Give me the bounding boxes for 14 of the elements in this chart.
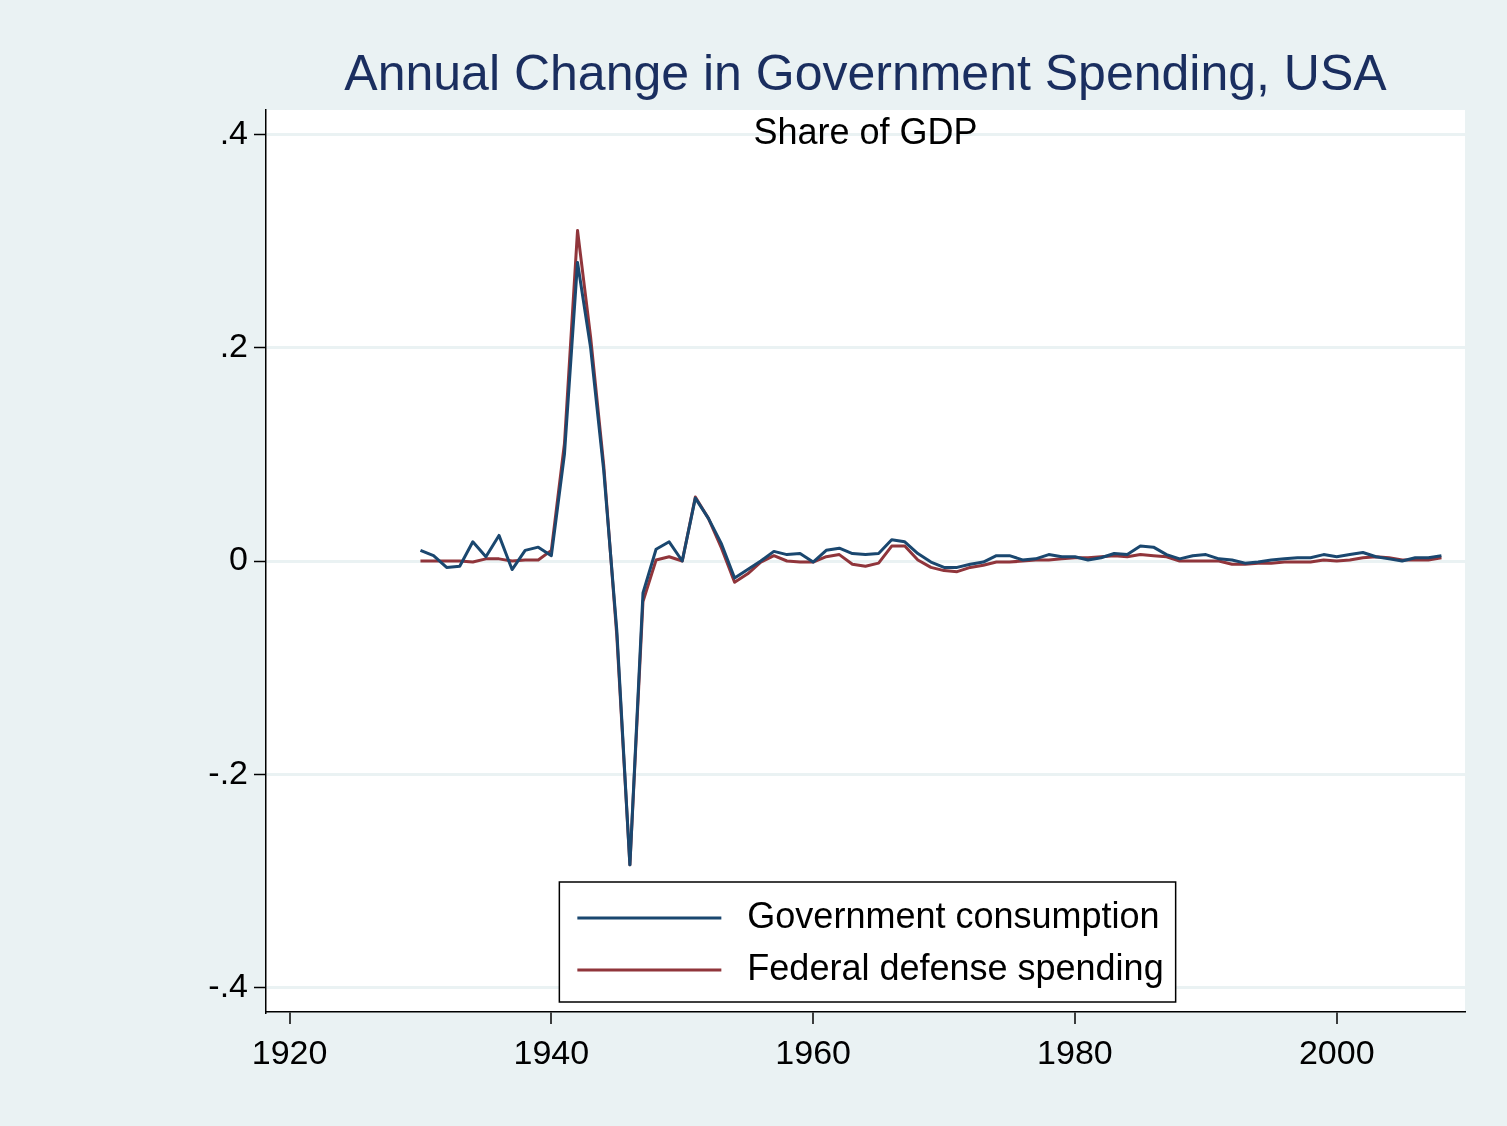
chart-title: Annual Change in Government Spending, USA	[344, 45, 1388, 101]
x-tick-label: 1940	[513, 1032, 590, 1071]
x-tick-label: 1960	[775, 1032, 851, 1071]
y-tick-label: .4	[219, 112, 248, 151]
chart-subtitle: Share of GDP	[753, 110, 978, 152]
x-tick-label: 1980	[1037, 1032, 1113, 1071]
y-tick-label: .2	[219, 326, 248, 365]
y-tick-label: -.2	[208, 752, 248, 791]
x-tick-label: 2000	[1298, 1032, 1375, 1071]
y-tick-label: -.4	[208, 965, 248, 1004]
y-tick-label: 0	[229, 539, 248, 578]
x-tick-label: 1920	[251, 1032, 328, 1071]
legend-label: Federal defense spending	[747, 946, 1164, 988]
legend-label: Government consumption	[747, 894, 1160, 936]
